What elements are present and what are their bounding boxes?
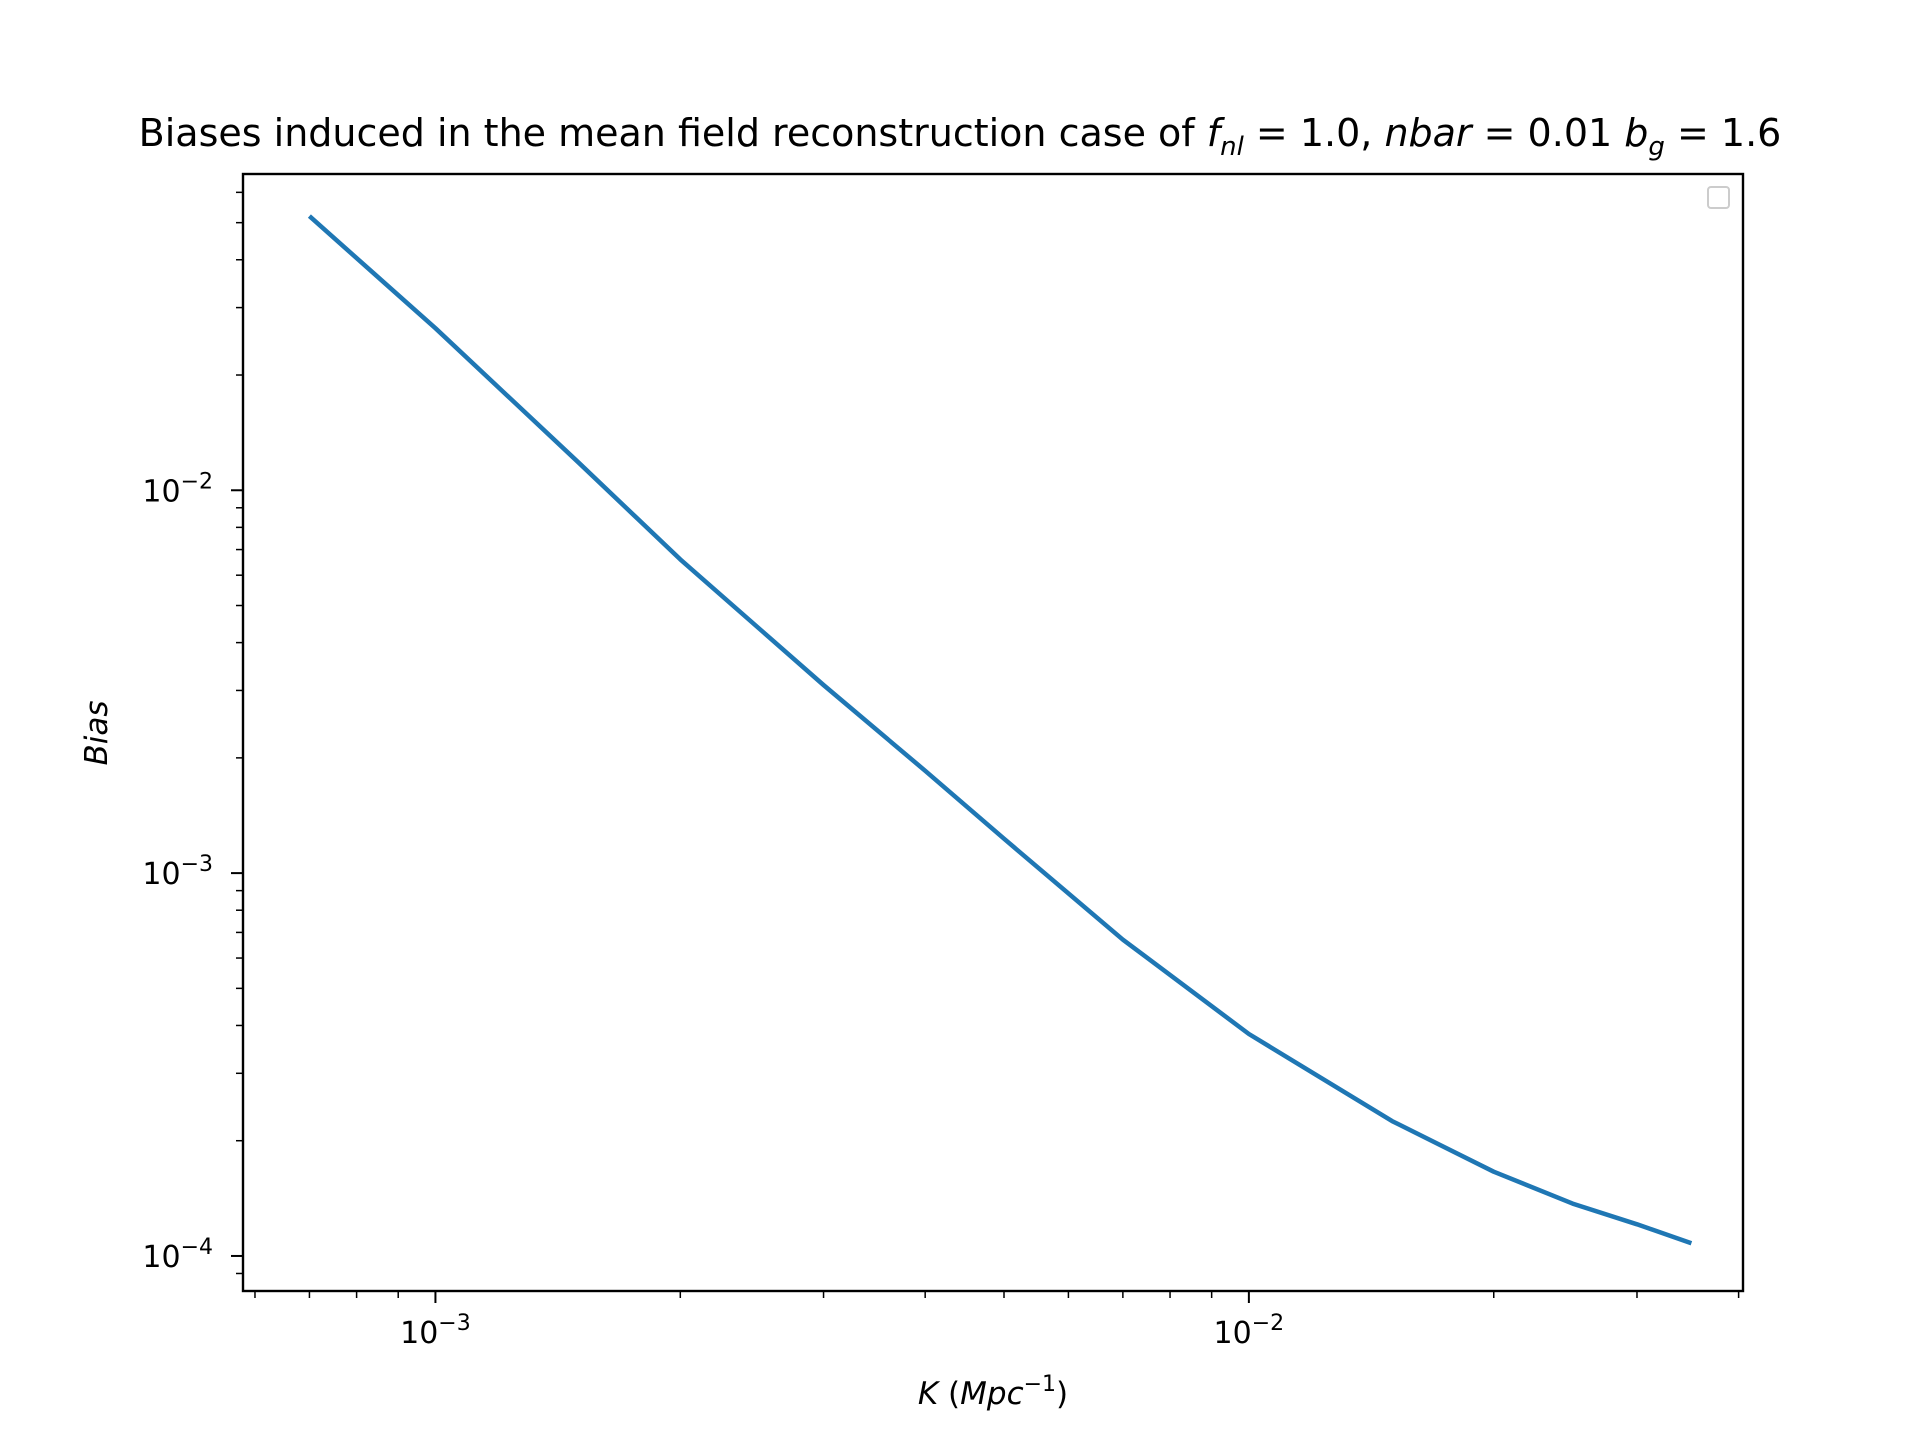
legend-box: [1707, 186, 1730, 209]
y-tick-label: 10−2: [142, 469, 213, 509]
x-axis-ticks: 10−3 10−2: [254, 1291, 1740, 1351]
y-axis-ticks: 10−4 10−3 10−2: [142, 191, 243, 1275]
x-tick-label: 10−3: [400, 1311, 471, 1351]
series-line-1: [307, 214, 1693, 1246]
chart-title: Biases induced in the mean field reconst…: [139, 111, 1782, 162]
y-tick-label: 10−3: [142, 852, 213, 892]
plot-area: [241, 172, 1745, 1293]
y-tick-label: 10−4: [142, 1235, 213, 1275]
x-axis-label: K (Mpc−1): [918, 1372, 1068, 1412]
y-axis-label: Bias: [79, 700, 115, 765]
series-layer: [307, 214, 1693, 1246]
x-tick-label: 10−2: [1214, 1311, 1285, 1351]
